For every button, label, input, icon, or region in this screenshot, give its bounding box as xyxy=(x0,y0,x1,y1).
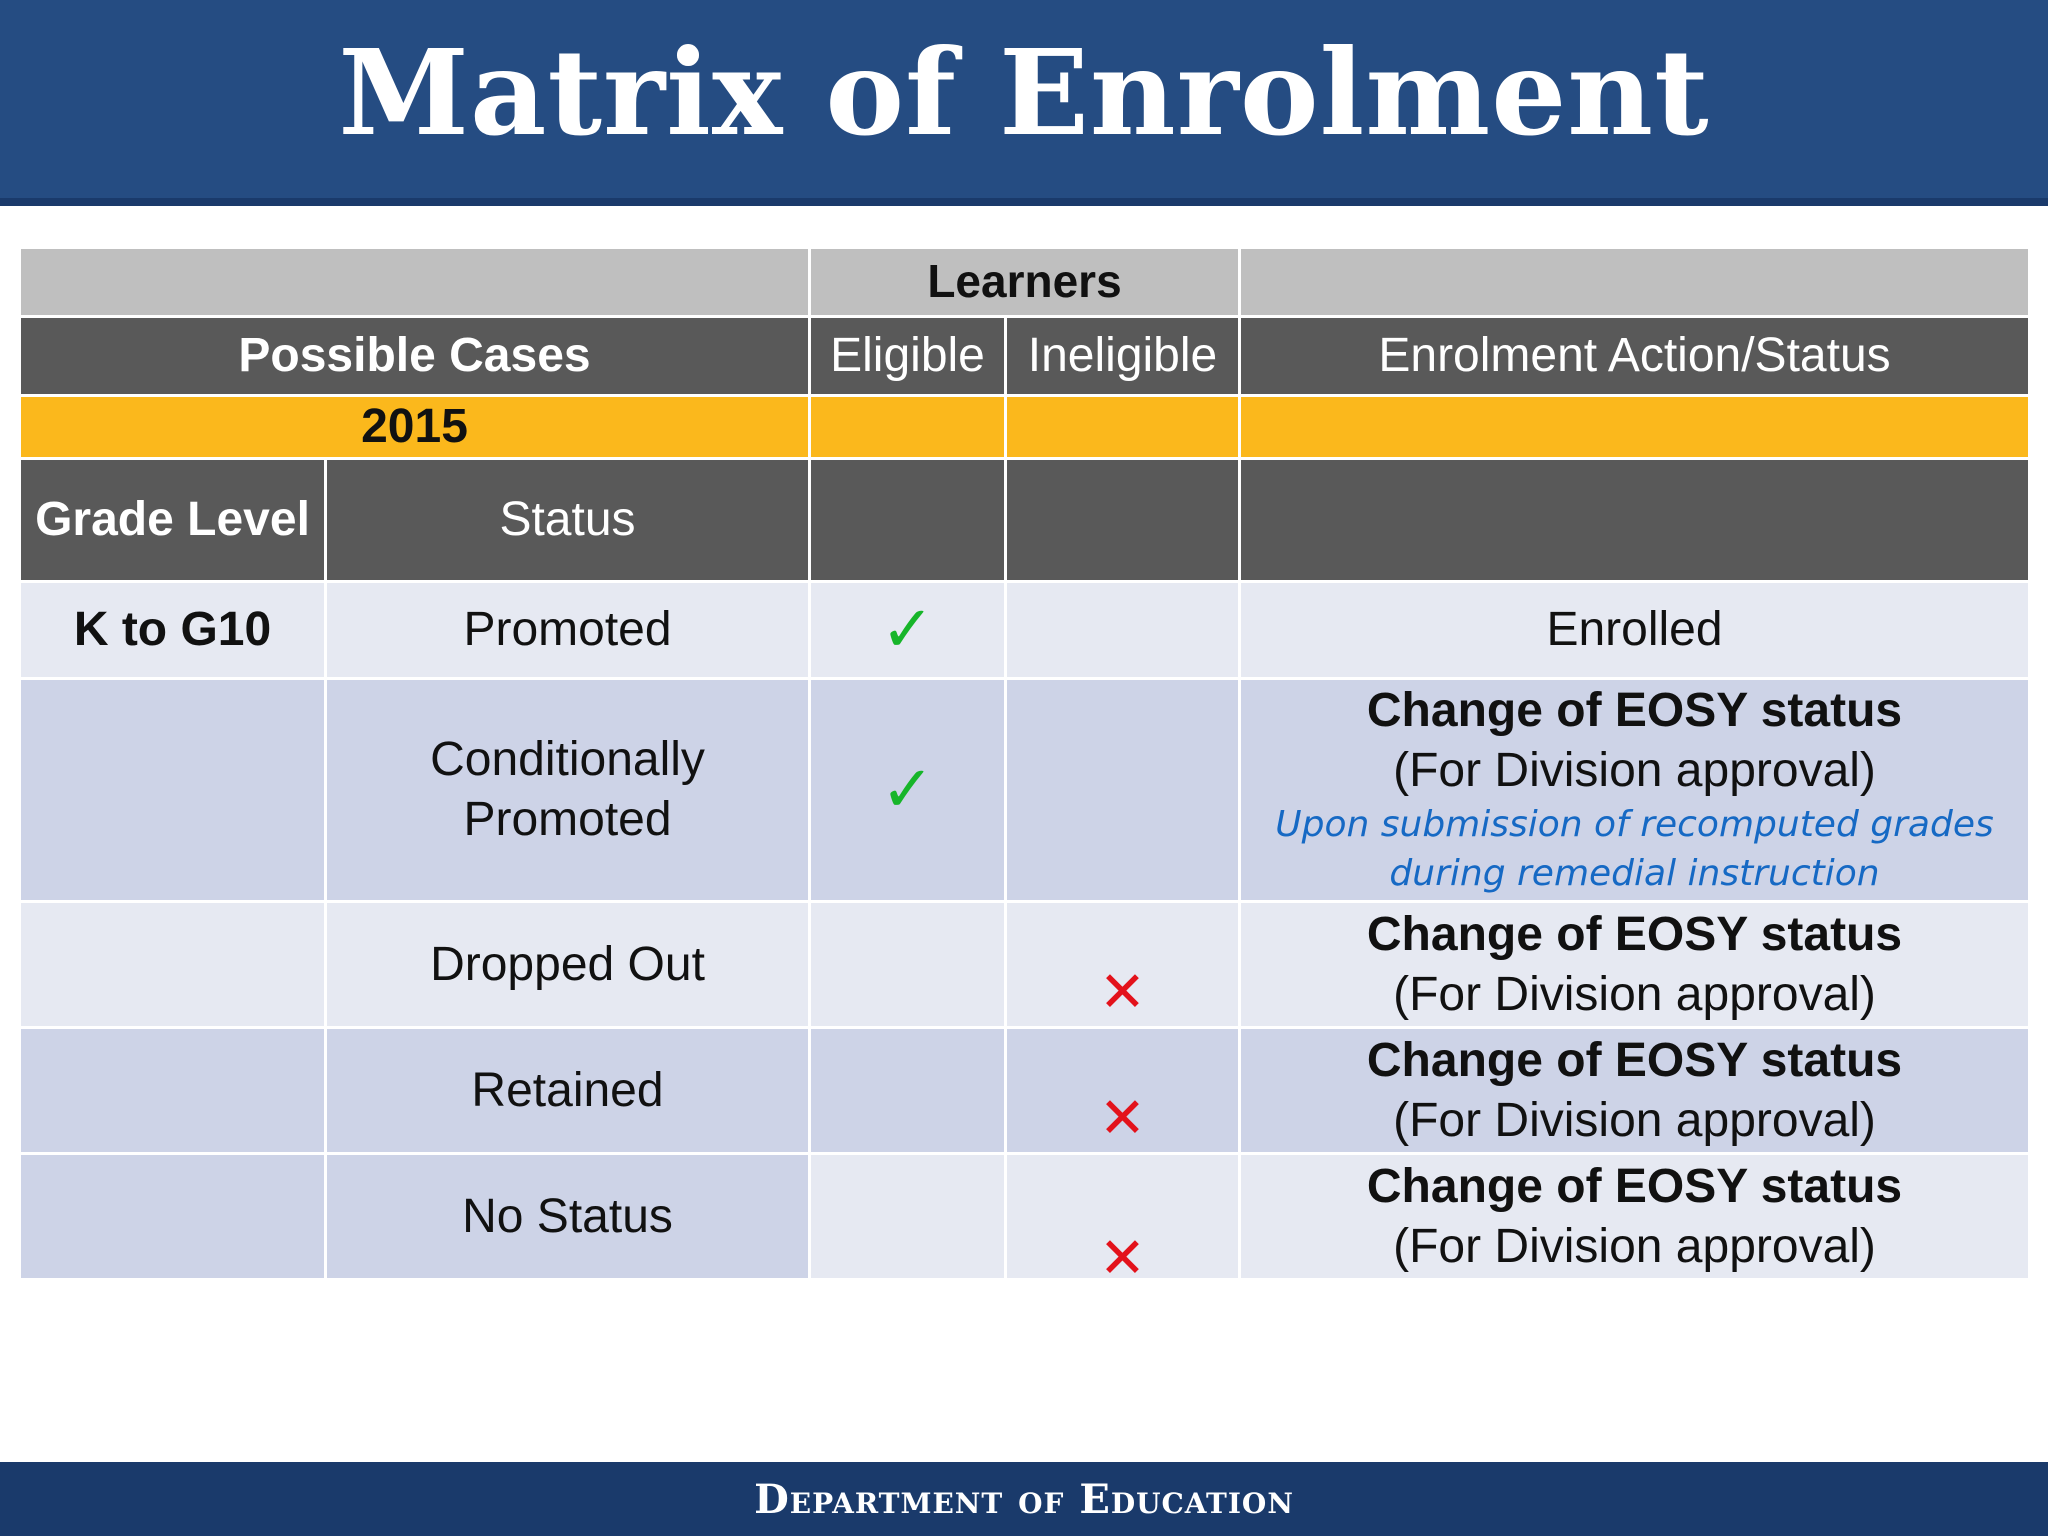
action-title: Change of EOSY status xyxy=(1366,684,1903,738)
check-icon: ✓ xyxy=(880,753,935,827)
eligible-cell xyxy=(808,1026,1007,1155)
status-cell: Conditionally Promoted xyxy=(324,677,811,903)
table-row: K to G10 Promoted ✓ Enrolled xyxy=(18,580,2031,680)
possible-cases-header: Possible Cases xyxy=(18,315,811,397)
grade-cell: K to G10 xyxy=(18,580,327,680)
status-cell: Promoted xyxy=(324,580,811,680)
eligible-header: Eligible xyxy=(808,315,1007,397)
grade-cell xyxy=(18,677,327,903)
eligible-cell xyxy=(808,1152,1007,1281)
enrolment-matrix-table: Learners Possible Cases Eligible Ineligi… xyxy=(18,246,2031,1291)
group-header-blank xyxy=(18,246,811,318)
ineligible-cell: ✕ xyxy=(1004,1026,1241,1155)
slide-title: Matrix of Enrolment xyxy=(338,22,1710,162)
title-banner: Matrix of Enrolment xyxy=(0,0,2048,206)
enrolment-action-header: Enrolment Action/Status xyxy=(1238,315,2031,397)
cross-icon: ✕ xyxy=(1099,1226,1146,1291)
action-cell: Change of EOSY status (For Division appr… xyxy=(1238,1026,2031,1155)
ineligible-cell xyxy=(1004,580,1241,680)
action-cell: Change of EOSY status (For Division appr… xyxy=(1238,677,2031,903)
action-cell: Change of EOSY status (For Division appr… xyxy=(1238,900,2031,1029)
table-row: No Status ✕ Change of EOSY status (For D… xyxy=(18,1152,2031,1291)
status-cell: Dropped Out xyxy=(324,900,811,1029)
group-header-row: Learners xyxy=(18,246,2031,318)
eligible-cell: ✓ xyxy=(808,677,1007,903)
sub-header-action-cell xyxy=(1238,457,2031,583)
action-title: Change of EOSY status xyxy=(1366,1033,1903,1087)
ineligible-cell: ✕ xyxy=(1004,900,1241,1029)
action-approval: (For Division approval) xyxy=(1393,1093,1876,1147)
check-icon: ✓ xyxy=(880,593,935,667)
footer-bar: Department of Education xyxy=(0,1462,2048,1536)
learners-header: Learners xyxy=(808,246,1241,318)
action-cell: Change of EOSY status (For Division appr… xyxy=(1238,1152,2031,1281)
ineligible-header: Ineligible xyxy=(1004,315,1241,397)
action-title: Change of EOSY status xyxy=(1366,907,1903,961)
department-logo-text: Department of Education xyxy=(754,1475,1294,1523)
grade-cell xyxy=(18,1026,327,1155)
action-title: Change of EOSY status xyxy=(1366,1159,1903,1213)
ineligible-cell xyxy=(1004,677,1241,903)
table-row: Dropped Out ✕ Change of EOSY status (For… xyxy=(18,900,2031,1029)
year-eligible-cell xyxy=(808,394,1007,460)
ineligible-cell: ✕ xyxy=(1004,1152,1241,1291)
sub-header-row: Grade Level Status xyxy=(18,457,2031,583)
table-row: Retained ✕ Change of EOSY status (For Di… xyxy=(18,1026,2031,1155)
grade-level-header: Grade Level xyxy=(18,457,327,583)
year-ineligible-cell xyxy=(1004,394,1241,460)
sub-header-ineligible-cell xyxy=(1004,457,1241,583)
status-header: Status xyxy=(324,457,811,583)
cross-icon: ✕ xyxy=(1099,1086,1146,1151)
action-approval: (For Division approval) xyxy=(1393,1219,1876,1273)
action-cell: Enrolled xyxy=(1238,580,2031,680)
status-cell: No Status xyxy=(324,1152,811,1281)
action-approval: (For Division approval) xyxy=(1393,967,1876,1021)
action-approval: (For Division approval) xyxy=(1393,744,1876,798)
year-action-cell xyxy=(1238,394,2031,460)
action-note: Upon submission of recomputed grades dur… xyxy=(1275,804,1994,894)
table-row: Conditionally Promoted ✓ Change of EOSY … xyxy=(18,677,2031,903)
year-row: 2015 xyxy=(18,394,2031,460)
year-label: 2015 xyxy=(18,394,811,460)
grade-cell xyxy=(18,1152,327,1281)
status-cell: Retained xyxy=(324,1026,811,1155)
eligible-cell: ✓ xyxy=(808,580,1007,680)
sub-header-eligible-cell xyxy=(808,457,1007,583)
column-header-row: Possible Cases Eligible Ineligible Enrol… xyxy=(18,315,2031,397)
cross-icon: ✕ xyxy=(1099,960,1146,1025)
group-header-blank-right xyxy=(1238,246,2031,318)
eligible-cell xyxy=(808,900,1007,1029)
grade-cell xyxy=(18,900,327,1029)
